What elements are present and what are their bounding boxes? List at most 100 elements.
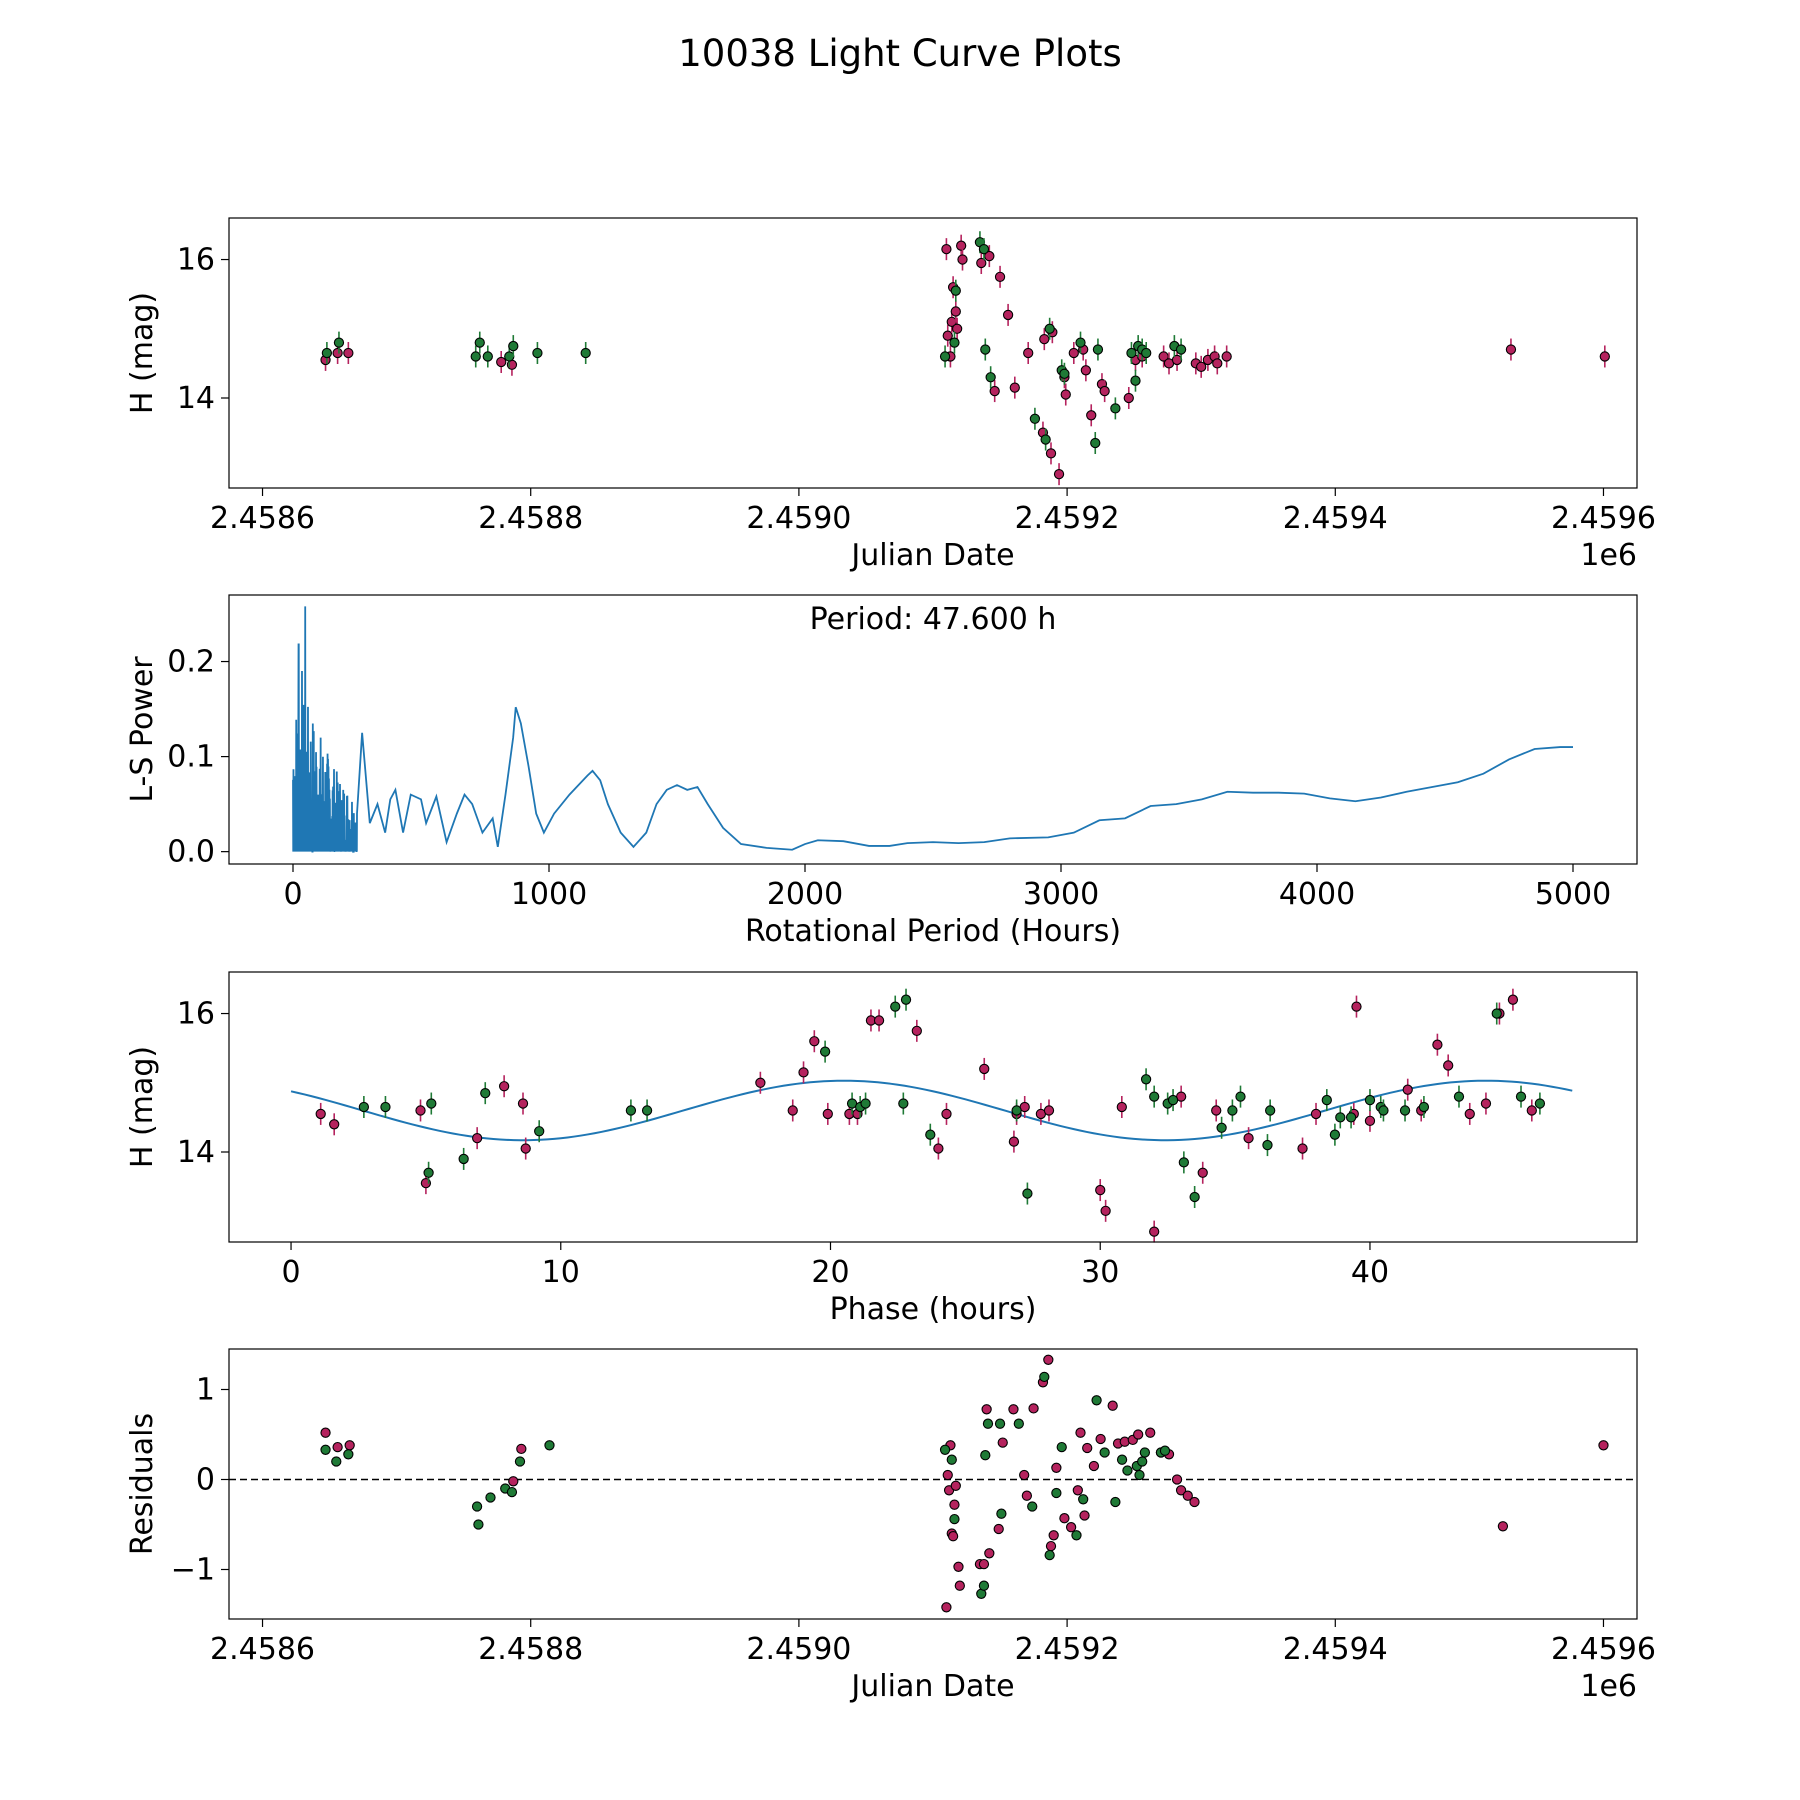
residuals-point-filter_a <box>1182 1490 1193 1501</box>
residuals-point-filter_b <box>978 1580 990 1591</box>
residuals-point-filter_b <box>1027 1501 1038 1512</box>
phased-point-filter_b <box>458 1153 469 1165</box>
residuals-point-filter_b <box>1116 1454 1128 1465</box>
phased-point-filter_a <box>755 1077 766 1088</box>
lightcurve-point-filter_a <box>1068 347 1079 359</box>
lightcurve-point-filter_b <box>978 244 990 255</box>
residuals-point-filter_a <box>1043 1354 1054 1365</box>
residuals-point-filter_a <box>1072 1485 1083 1496</box>
phased-xtick-label: 20 <box>811 1255 849 1290</box>
periodogram-xtick-label: 4000 <box>1279 877 1355 912</box>
lightcurve-point-filter_a <box>496 356 507 368</box>
lightcurve-point-filter_a <box>976 257 987 269</box>
residuals-point-filter_b <box>1134 1469 1145 1481</box>
phased-point-filter_b <box>1227 1105 1238 1116</box>
residuals-point-filter_a <box>954 1580 965 1591</box>
residuals-point-filter_b <box>471 1501 483 1512</box>
residuals-point-filter_b <box>1110 1496 1121 1508</box>
residuals-point-filter_b <box>1091 1395 1102 1406</box>
lightcurve-xtick-label: 2.4594 <box>1283 501 1388 536</box>
phased-point-filter_b <box>534 1126 545 1137</box>
phased-point-filter_a <box>798 1067 809 1078</box>
residuals-ytick-label: 1 <box>196 1373 215 1408</box>
phased-point-filter_b <box>480 1088 491 1099</box>
residuals-point-filter_a <box>1045 1540 1057 1552</box>
phased-point-filter_b <box>1167 1094 1179 1106</box>
phased-point-filter_b <box>1178 1157 1190 1168</box>
residuals-xtick-label: 2.4594 <box>1283 1632 1388 1667</box>
phased-point-filter_a <box>472 1133 483 1144</box>
residuals-xtick-label: 2.4586 <box>210 1632 315 1667</box>
lightcurve-point-filter_b <box>939 351 951 362</box>
periodogram-panel: 0 1000 2000 3000 4000 5000 0.0 0.1 0.2 Rotational… <box>125 594 1638 949</box>
residuals-point-filter_b <box>949 1513 960 1525</box>
phased-xlabel: Phase (hours) <box>830 1292 1037 1327</box>
residuals-point-filter_b <box>544 1440 555 1451</box>
phased-point-filter_b <box>380 1101 391 1113</box>
lightcurve-point-filter_b <box>1040 434 1051 445</box>
residuals-point-filter_a <box>1021 1490 1033 1501</box>
phased-point-filter_a <box>941 1108 952 1120</box>
phased-point-filter_b <box>1418 1101 1430 1113</box>
phased-point-filter_a <box>1149 1226 1160 1237</box>
residuals-xtick-label: 2.4590 <box>746 1632 851 1667</box>
lightcurve-point-filter_a <box>941 244 952 255</box>
residuals-point-filter_a <box>1095 1433 1106 1445</box>
phased-point-filter_a <box>1432 1039 1443 1050</box>
residuals-point-filter_b <box>1122 1465 1133 1476</box>
lightcurve-point-filter_a <box>1045 448 1057 459</box>
residuals-point-filter_b <box>1044 1549 1055 1561</box>
lightcurve-xlabel: Julian Date <box>849 538 1014 573</box>
residuals-point-filter_a <box>981 1404 992 1415</box>
phased-xtick-label: 40 <box>1351 1255 1389 1290</box>
lightcurve-point-filter_a <box>1505 344 1517 355</box>
residuals-xtick-label: 2.4588 <box>478 1632 583 1667</box>
lightcurve-point-filter_b <box>1141 347 1152 359</box>
lightcurve-point-filter_a <box>1060 389 1071 400</box>
periodogram-line <box>292 606 1573 853</box>
residuals-point-filter_b <box>514 1456 526 1467</box>
lightcurve-xtick-label: 2.4586 <box>210 501 315 536</box>
phased-point-filter_b <box>1345 1112 1357 1123</box>
periodogram-ytick-label: 0.2 <box>167 645 215 680</box>
phased-point-filter_b <box>1235 1091 1246 1102</box>
phased-point-filter_a <box>1008 1136 1020 1147</box>
phased-point-filter_b <box>898 1098 909 1109</box>
lightcurve-point-filter_a <box>332 347 343 359</box>
phased-point-filter_b <box>925 1129 936 1140</box>
lightcurve-point-filter_b <box>1126 347 1137 359</box>
residuals-point-filter_b <box>506 1486 518 1498</box>
residuals-point-filter_b <box>1039 1371 1050 1383</box>
periodogram-ytick-label: 0.1 <box>167 740 215 775</box>
residuals-point-filter_a <box>1082 1442 1093 1454</box>
lightcurve-xtick-label: 2.4596 <box>1551 501 1656 536</box>
phased-point-filter_b <box>1399 1105 1411 1116</box>
figure-title: 10038 Light Curve Plots <box>678 32 1122 75</box>
lightcurve-point-filter_a <box>957 254 968 265</box>
residuals-point-filter_b <box>980 1450 991 1461</box>
lightcurve-xtick-label: 2.4592 <box>1015 501 1120 536</box>
phased-lightcurve-panel: 0 10 20 30 40 14 16 Phase (hours) H (mag) <box>125 971 1638 1327</box>
phased-point-filter_a <box>911 1025 922 1036</box>
phased-point-filter_a <box>1310 1108 1322 1120</box>
phased-point-filter_b <box>819 1046 831 1057</box>
residuals-point-filter_a <box>1048 1530 1059 1541</box>
lightcurve-ytick-label: 16 <box>177 243 215 278</box>
phased-point-filter_b <box>1265 1105 1276 1116</box>
residuals-point-filter_b <box>1099 1447 1110 1458</box>
residuals-point-filter_b <box>939 1444 951 1455</box>
lightcurve-point-filter_a <box>1009 382 1020 393</box>
lightcurve-point-filter_b <box>1075 337 1086 348</box>
residuals-point-filter_a <box>949 1499 960 1510</box>
phased-point-filter_b <box>1364 1094 1376 1106</box>
lightcurve-point-filter_a <box>1053 469 1065 480</box>
periodogram-xtick-label: 5000 <box>1535 877 1611 912</box>
phased-point-filter_b <box>890 1001 901 1012</box>
phased-point-filter_a <box>1197 1167 1208 1178</box>
phased-point-filter_b <box>1534 1098 1546 1109</box>
phased-point-filter_b <box>1189 1191 1200 1203</box>
phased-point-filter_a <box>979 1063 990 1075</box>
lightcurve-point-filter_b <box>1044 323 1055 334</box>
phased-point-filter_b <box>860 1098 871 1109</box>
